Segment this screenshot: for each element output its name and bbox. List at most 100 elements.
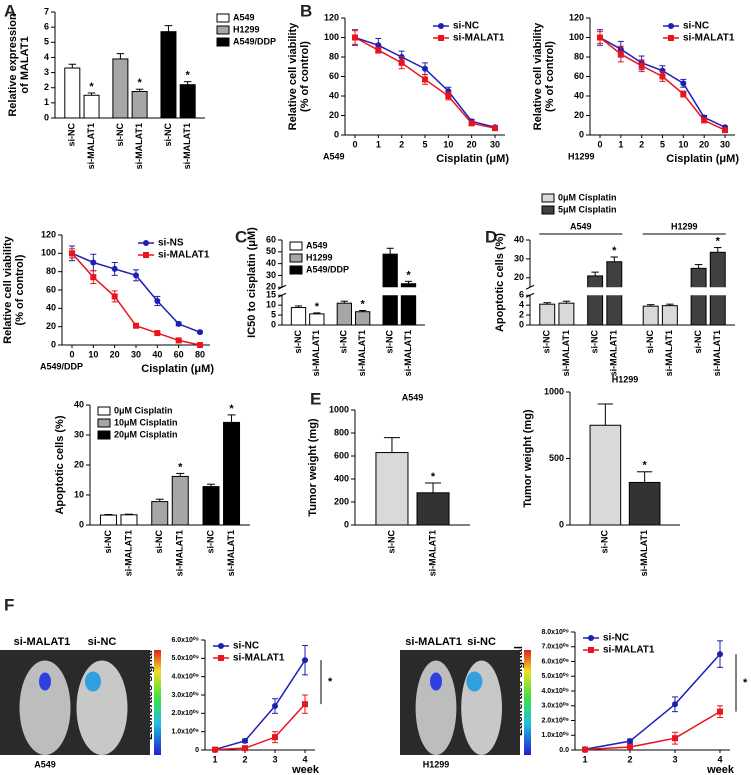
- point: [272, 734, 278, 741]
- bar: [83, 94, 100, 119]
- x-axis-label: week: [291, 764, 320, 775]
- panel-letter: D: [485, 227, 497, 246]
- y-axis-label: (% of control): [544, 41, 556, 112]
- signal: [85, 671, 101, 692]
- x-tick-label: 5: [422, 139, 427, 149]
- y-tick-label: 60: [46, 284, 56, 294]
- mouse: [461, 660, 502, 755]
- x-tick-label: si-MALAT1: [609, 330, 619, 376]
- series-line: [214, 659, 306, 751]
- photo-label: si-NC: [467, 636, 496, 648]
- y-tick-label: 0: [79, 519, 84, 529]
- signal: [430, 672, 442, 691]
- point: [680, 91, 687, 98]
- legend-marker: [438, 23, 444, 29]
- y-tick-label: 3.0x10⁰⁹: [541, 702, 569, 710]
- panel-letter: C: [235, 227, 247, 246]
- bar: [628, 481, 661, 526]
- legend-marker: [143, 240, 149, 246]
- signal: [39, 672, 51, 691]
- y-tick-label: 4.0x10⁰⁹: [171, 673, 199, 681]
- y-tick-label: 7.0x10⁰⁹: [541, 643, 569, 651]
- y-tick-label: 0.0: [559, 747, 569, 754]
- x-axis-label: week: [706, 764, 735, 775]
- x-tick-label: si-NC: [600, 530, 610, 554]
- significance: *: [178, 461, 183, 473]
- y-tick-label: 0: [44, 112, 49, 122]
- significance: *: [186, 70, 191, 82]
- point: [133, 322, 139, 329]
- point: [627, 738, 633, 745]
- x-tick-label: si-MALAT1: [664, 330, 674, 376]
- y-tick-label: 500: [549, 453, 564, 463]
- y-tick-label: 40: [46, 303, 56, 313]
- bar-break: [400, 287, 417, 296]
- point: [154, 330, 161, 337]
- bar: [202, 486, 220, 526]
- significance: *: [361, 298, 366, 310]
- y-tick-label: 1.0x10⁰⁹: [171, 728, 199, 736]
- y-tick-label: 120: [41, 229, 56, 239]
- x-tick-label: 20: [110, 349, 120, 359]
- point: [722, 127, 728, 134]
- point: [111, 293, 118, 300]
- x-tick-label: 4: [302, 754, 307, 764]
- y-tick-label: 600: [334, 450, 349, 460]
- y-tick-label: 30: [514, 253, 524, 263]
- legend-label: si-MALAT1: [158, 250, 210, 261]
- point: [627, 744, 633, 751]
- y-tick-label: 20: [74, 459, 84, 469]
- chart-title: A549: [402, 392, 424, 402]
- x-tick-label: si-MALAT1: [561, 330, 571, 376]
- x-tick-label: si-NC: [103, 530, 113, 554]
- legend-swatch: [97, 406, 111, 416]
- series-line: [584, 711, 721, 751]
- x-tick-label: 80: [195, 349, 205, 359]
- legend-swatch: [97, 430, 111, 440]
- legend-label: 0μM Cisplatin: [558, 192, 617, 202]
- x-tick-label: 2: [399, 139, 404, 149]
- x-tick-label: si-NC: [339, 330, 349, 354]
- y-tick-label: 100: [41, 248, 56, 258]
- legend-label: A549: [233, 12, 255, 22]
- x-tick-label: si-NC: [205, 530, 215, 554]
- group-label: H1299: [671, 221, 698, 231]
- bar-break: [690, 287, 708, 296]
- point: [352, 34, 358, 41]
- x-tick-label: si-NC: [163, 123, 173, 147]
- legend-swatch: [541, 193, 555, 203]
- point: [90, 274, 97, 281]
- bar: [160, 31, 177, 119]
- y-tick-label: 5: [44, 37, 49, 47]
- point: [154, 298, 161, 304]
- y-tick-label: 40: [574, 90, 584, 100]
- x-tick-label: si-MALAT1: [226, 530, 236, 576]
- x-tick-label: 30: [490, 139, 500, 149]
- mouse: [415, 660, 457, 755]
- panel-letter: A: [4, 1, 16, 20]
- x-tick-label: si-MALAT1: [123, 530, 133, 576]
- panel-letter: F: [4, 595, 14, 614]
- x-tick-label: si-MALAT1: [182, 123, 192, 169]
- point: [197, 329, 203, 336]
- x-tick-label: 0: [352, 139, 357, 149]
- y-tick-label: 120: [569, 12, 584, 22]
- bar: [309, 313, 325, 326]
- bar: [64, 67, 81, 119]
- point: [659, 67, 666, 74]
- y-tick-label: 3.0x10⁰⁹: [171, 691, 199, 699]
- x-tick-label: 10: [88, 349, 98, 359]
- y-tick-label: 0: [579, 129, 584, 139]
- cell-line-label: H1299: [568, 151, 595, 161]
- series-line: [71, 252, 201, 346]
- significance: *: [89, 81, 94, 93]
- bar: [355, 311, 371, 326]
- legend-marker: [588, 647, 594, 653]
- significance: *: [743, 677, 748, 689]
- legend-swatch: [289, 253, 303, 263]
- x-tick-label: 10: [443, 139, 453, 149]
- legend-swatch: [541, 205, 555, 215]
- x-tick-label: 2: [242, 754, 247, 764]
- legend-marker: [668, 35, 674, 41]
- x-axis-label: Cisplatin (μM): [666, 153, 739, 165]
